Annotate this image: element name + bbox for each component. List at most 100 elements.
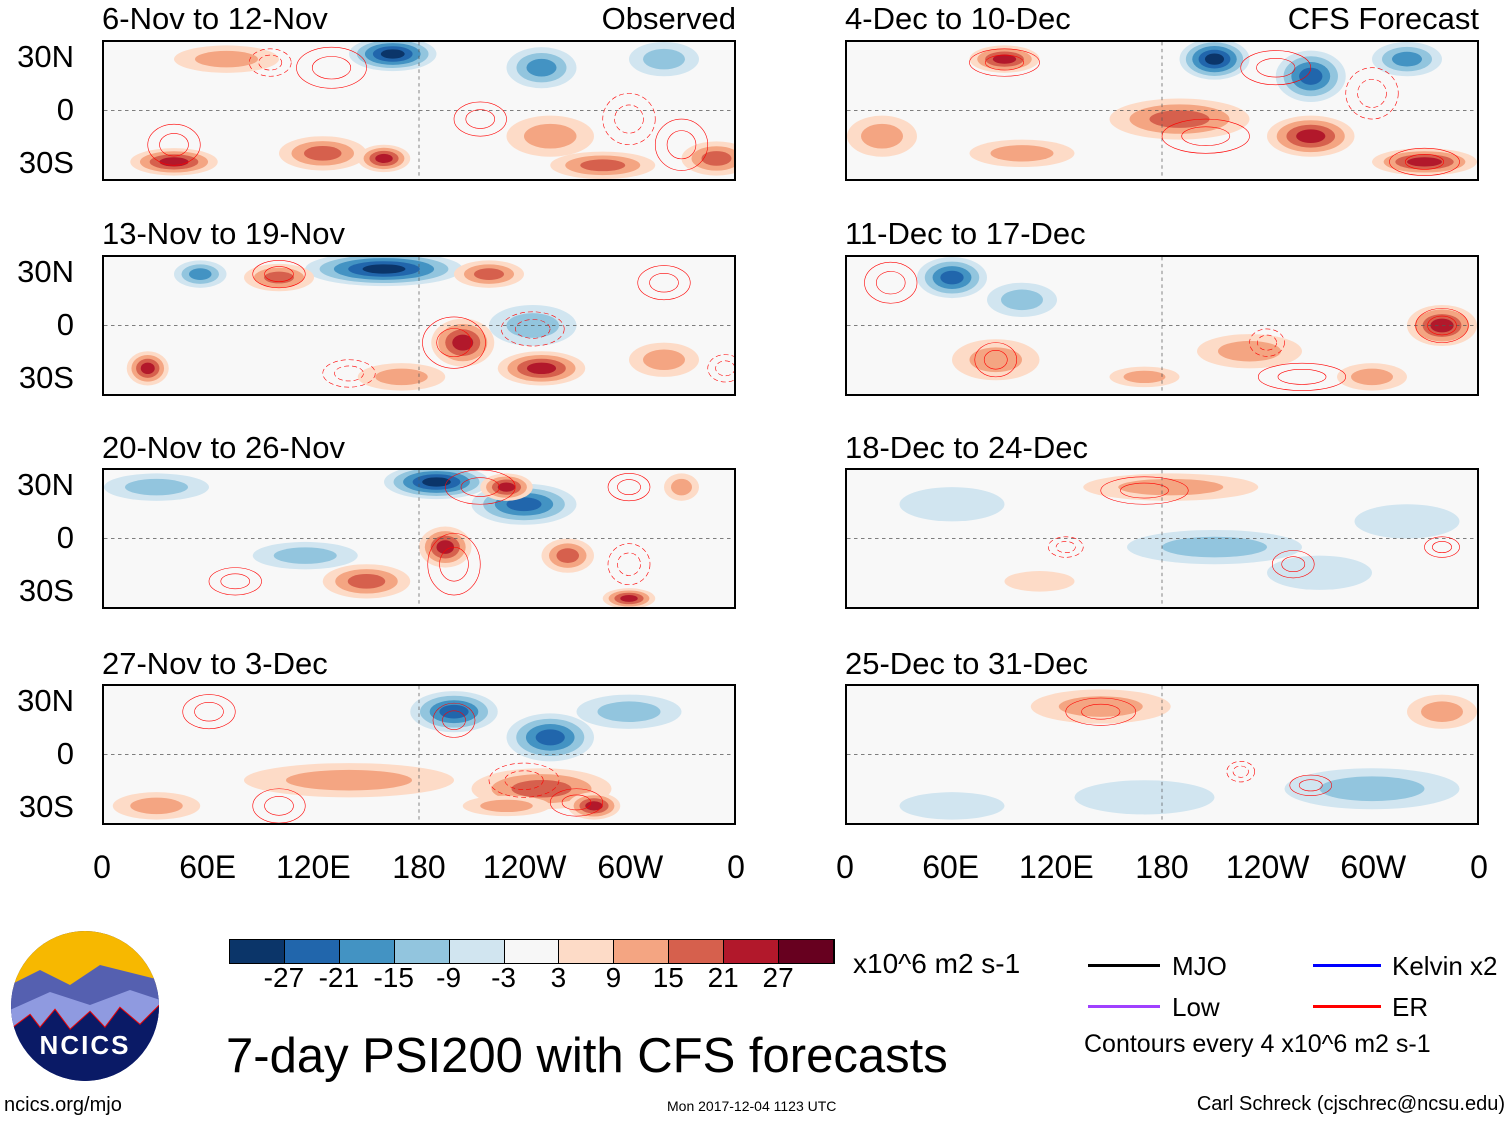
- anomaly-region: [1275, 50, 1346, 102]
- anomaly-region: [1372, 42, 1442, 77]
- anomaly-region: [969, 139, 1075, 168]
- panel-title: 27-Nov to 3-Dec: [102, 646, 328, 681]
- er-contour-positive: [1278, 369, 1326, 384]
- er-contour-positive: [160, 133, 189, 156]
- anomaly-region: [629, 42, 699, 77]
- anomaly-level: [1421, 701, 1463, 722]
- colorbar-tick-label: -3: [491, 962, 516, 993]
- anomaly-level: [1162, 536, 1267, 558]
- anomaly-level: [1004, 571, 1075, 592]
- anomaly-level: [511, 779, 572, 798]
- anomaly-region: [1372, 148, 1477, 176]
- anomaly-level: [620, 595, 638, 602]
- anomaly-region: [349, 42, 437, 72]
- lon-tick-label: 180: [1135, 849, 1189, 885]
- er-contour-negative: [335, 366, 364, 381]
- anomaly-level: [1267, 555, 1372, 590]
- anomaly-level: [1392, 51, 1422, 67]
- anomaly-region: [384, 470, 489, 500]
- footer-site[interactable]: ncics.org/mjo: [4, 1094, 122, 1116]
- svg-text:NCICS: NCICS: [40, 1030, 131, 1060]
- er-contour-positive: [1425, 537, 1460, 558]
- er-contour-positive: [1428, 316, 1457, 335]
- anomaly-region: [987, 282, 1057, 317]
- legend-line-mjo: [1088, 964, 1160, 967]
- colorbar-swatch: [669, 940, 725, 963]
- anomaly-level: [701, 151, 732, 166]
- anomaly-level: [899, 792, 1005, 820]
- anomaly-region: [419, 526, 472, 568]
- anomaly-region: [252, 541, 358, 570]
- anomaly-level: [480, 799, 533, 813]
- anomaly-region: [1109, 98, 1250, 140]
- lat-tick-label: 30S: [18, 145, 74, 180]
- anomaly-region: [410, 691, 498, 733]
- map-panel: [845, 40, 1479, 181]
- anomaly-region: [899, 487, 1005, 522]
- er-contour-negative: [1346, 68, 1399, 119]
- legend-line-kelvin: [1313, 964, 1381, 967]
- er-contour-positive: [650, 273, 679, 292]
- anomaly-region: [1109, 366, 1180, 388]
- legend-label-low: Low: [1172, 992, 1220, 1022]
- anomaly-region: [174, 45, 279, 73]
- lon-tick-label: 180: [392, 849, 446, 885]
- er-contour-positive: [1282, 557, 1305, 572]
- anomaly-level: [422, 477, 451, 487]
- anomaly-region: [454, 260, 524, 288]
- er-contour-positive: [655, 119, 708, 170]
- er-contour-positive: [253, 260, 306, 287]
- er-contour-positive: [437, 328, 472, 356]
- er-contour-positive: [209, 568, 262, 595]
- anomaly-level: [556, 548, 579, 563]
- anomaly-level: [189, 268, 212, 280]
- colorbar-tick-label: -27: [263, 962, 305, 993]
- anomaly-level: [286, 769, 412, 791]
- lat-tick-label: 0: [56, 307, 74, 342]
- colorbar-units: x10^6 m2 s-1: [853, 948, 1021, 979]
- colorbar-swatch: [284, 940, 340, 963]
- er-contour-positive: [433, 703, 475, 737]
- anomaly-region: [104, 473, 209, 501]
- er-contour-positive: [638, 266, 691, 300]
- er-contour-negative: [1233, 766, 1248, 777]
- anomaly-region: [576, 694, 682, 729]
- anomaly-level: [140, 362, 155, 375]
- colorbar-swatch: [614, 940, 670, 963]
- anomaly-level: [159, 157, 189, 167]
- anomaly-region: [112, 792, 201, 820]
- anomaly-region: [322, 564, 411, 599]
- colorbar: [229, 939, 835, 964]
- lon-tick-label: 0: [836, 849, 854, 885]
- column-label: CFS Forecast: [1287, 1, 1479, 36]
- er-contour-negative: [1056, 541, 1075, 552]
- lat-tick-label: 30S: [18, 573, 74, 608]
- er-contour-positive: [428, 533, 481, 595]
- anomaly-region: [244, 263, 314, 292]
- er-contour-negative: [1358, 79, 1387, 107]
- anomaly-level: [1218, 340, 1281, 362]
- colorbar-tick-label: -9: [436, 962, 462, 993]
- er-contour-positive: [1257, 58, 1296, 77]
- er-contour-positive: [608, 473, 650, 500]
- er-contour-positive: [195, 702, 224, 721]
- lat-tick-label: 30N: [17, 254, 74, 289]
- anomaly-level: [375, 153, 393, 164]
- lon-tick-label: 120E: [1018, 849, 1094, 885]
- legend-label-er: ER: [1392, 992, 1429, 1022]
- anomaly-level: [436, 540, 454, 554]
- anomaly-region: [847, 115, 917, 157]
- colorbar-tick-label: 9: [605, 962, 622, 993]
- anomaly-region: [1030, 689, 1171, 724]
- anomaly-region: [126, 351, 169, 386]
- anomaly-level: [1204, 53, 1225, 65]
- anomaly-level: [969, 347, 1022, 373]
- er-contour-negative: [603, 93, 656, 144]
- colorbar-tick-label: 27: [762, 962, 794, 993]
- anomaly-level: [1074, 780, 1215, 815]
- er-contour-positive: [312, 56, 351, 79]
- anomaly-level: [940, 270, 964, 285]
- anomaly-level: [362, 264, 406, 274]
- colorbar-tick-label: 15: [652, 962, 684, 993]
- anomaly-level: [1407, 157, 1442, 167]
